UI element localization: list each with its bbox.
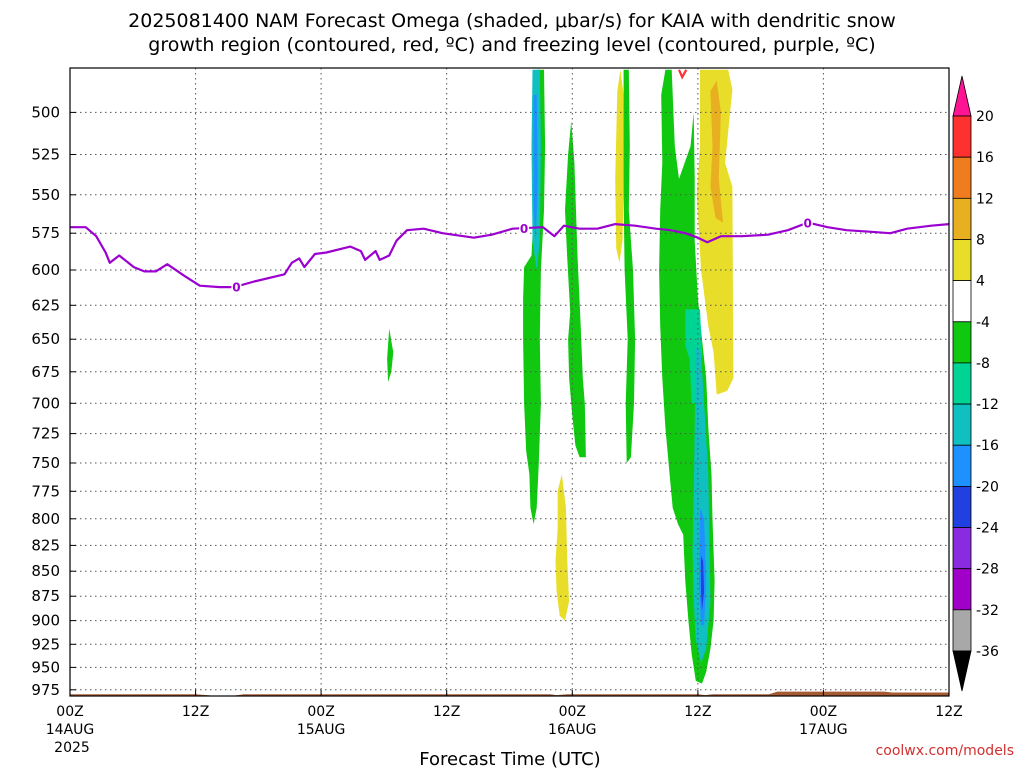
y-tick-label: 750: [31, 454, 60, 472]
dgz-contour-line: [677, 69, 688, 80]
colorbar-tick-label: 8: [976, 233, 985, 249]
colorbar: 20 16 12 8 4 -4 -8 -12 -16 -20 -24 -28 -32 -36: [952, 75, 999, 692]
colorbar-swatch: [952, 444, 972, 487]
omega-region-blue: [533, 94, 538, 241]
colorbar-tick-label: 20: [976, 109, 994, 125]
colorbar-tick-label: -20: [976, 479, 999, 495]
freezing-level-line: [70, 221, 950, 289]
x-tick-date-label: 17AUG: [799, 722, 848, 738]
x-tick-label: 00Z: [56, 704, 83, 720]
y-tick-label: 800: [31, 510, 60, 528]
y-tick-label: 725: [31, 425, 60, 443]
plot-background: [70, 68, 949, 696]
omega-region-deep-blue: [701, 555, 705, 611]
colorbar-swatch: [952, 156, 972, 199]
y-axis: 500 525 550 575 600 625 650 675 700 725 750 775 800 8…: [31, 103, 76, 699]
omega-region-yellow: [615, 69, 625, 263]
y-tick-label: 925: [31, 635, 60, 653]
colorbar-tick-label: -4: [976, 315, 990, 331]
omega-region-green: [565, 121, 586, 458]
colorbar-tick-label: -28: [976, 562, 999, 578]
colorbar-bottom-arrow: [952, 650, 972, 692]
x-tick-label: 12Z: [433, 704, 460, 720]
colorbar-swatch: [952, 568, 972, 611]
x-tick-date-label: 16AUG: [548, 722, 597, 738]
y-tick-label: 550: [31, 186, 60, 204]
x-tick-date-label: 15AUG: [297, 722, 346, 738]
colorbar-swatch: [952, 403, 972, 446]
y-tick-label: 600: [31, 261, 60, 279]
x-tick-label: 12Z: [935, 704, 962, 720]
x-axis-label: Forecast Time (UTC): [419, 749, 600, 768]
colorbar-swatch: [952, 362, 972, 405]
credit-link[interactable]: coolwx.com/models: [876, 743, 1014, 759]
colorbar-swatch: [952, 485, 972, 528]
colorbar-tick-label: -32: [976, 603, 999, 619]
colorbar-tick-label: 4: [976, 274, 985, 290]
omega-region-yellow: [696, 69, 734, 395]
y-tick-label: 850: [31, 562, 60, 580]
y-tick-label: 700: [31, 394, 60, 412]
freezing-level-label-bg: [231, 278, 242, 294]
terrain-fill: [70, 691, 949, 696]
x-tick-label: 00Z: [559, 704, 586, 720]
y-tick-label: 625: [31, 296, 60, 314]
y-tick-label: 775: [31, 482, 60, 500]
y-tick-label: 675: [31, 363, 60, 381]
x-axis: 00Z 14AUG 2025 12Z 00Z 15AUG 12Z 00Z 16AUG 12Z 00Z…: [46, 690, 963, 756]
x-tick-label: 12Z: [684, 704, 711, 720]
y-tick-label: 975: [31, 681, 60, 699]
colorbar-tick-label: -8: [976, 356, 990, 372]
freezing-level-label: 0: [804, 217, 812, 231]
dgz-contour: [677, 69, 688, 80]
freezing-level-label-bg: [519, 220, 530, 236]
y-tick-label: 575: [31, 224, 60, 242]
omega-region-green: [387, 328, 394, 382]
y-tick-label: 875: [31, 587, 60, 605]
terrain-layer: [70, 691, 949, 696]
freezing-level-label: 0: [232, 281, 240, 295]
x-tick-year-label: 2025: [54, 740, 90, 756]
colorbar-swatch: [952, 280, 972, 323]
colorbar-swatch: [952, 197, 972, 240]
colorbar-tick-label: 12: [976, 191, 994, 207]
omega-region-orange: [710, 80, 723, 223]
freezing-level-contour: 0 0 0: [70, 214, 950, 295]
freezing-level-label: 0: [520, 222, 528, 236]
colorbar-swatch: [952, 115, 972, 158]
colorbar-swatch: [952, 527, 972, 570]
x-tick-label: 00Z: [810, 704, 837, 720]
colorbar-tick-label: -36: [976, 644, 999, 660]
colorbar-tick-label: 16: [976, 150, 994, 166]
x-tick-label: 12Z: [182, 704, 209, 720]
y-tick-label: 525: [31, 146, 60, 164]
x-tick-label: 00Z: [307, 704, 334, 720]
omega-region-green: [623, 69, 636, 464]
colorbar-swatch: [952, 609, 972, 652]
colorbar-swatch: [952, 321, 972, 364]
y-tick-label: 900: [31, 612, 60, 630]
y-tick-label: 500: [31, 103, 60, 121]
y-tick-label: 825: [31, 536, 60, 554]
y-tick-label: 650: [31, 330, 60, 348]
colorbar-tick-label: -24: [976, 521, 999, 537]
colorbar-swatch: [952, 239, 972, 282]
y-tick-label: 950: [31, 658, 60, 676]
colorbar-tick-label: -12: [976, 397, 999, 413]
omega-shading: [387, 69, 734, 684]
omega-region-yellow: [555, 474, 570, 621]
chart-title-line-1: 2025081400 NAM Forecast Omega (shaded, μ…: [128, 10, 896, 32]
colorbar-tick-label: -16: [976, 438, 999, 454]
colorbar-top-arrow: [952, 75, 972, 117]
plot-frame: [69, 67, 950, 697]
x-tick-date-label: 14AUG: [46, 722, 95, 738]
chart-title-line-2: growth region (contoured, red, ºC) and f…: [148, 34, 875, 56]
freezing-level-label-bg: [802, 214, 813, 230]
